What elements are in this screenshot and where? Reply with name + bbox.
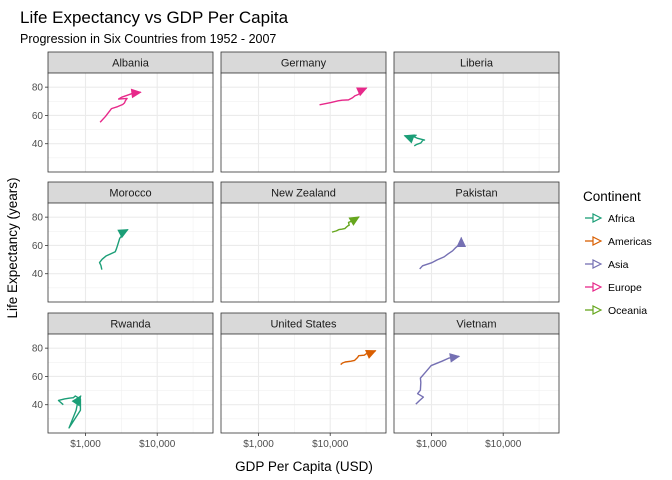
panel-border	[393, 202, 560, 303]
y-tick-label: 60	[32, 241, 44, 252]
panel-pakistan: Pakistan	[393, 181, 560, 303]
y-tick-label: 60	[32, 372, 44, 383]
y-tick-label: 80	[32, 213, 44, 224]
panel-background	[221, 334, 386, 433]
panel-border	[220, 333, 387, 434]
x-axis: $1,000 $10,000 $1,000 $10,000 $1,000 $10,000	[70, 433, 522, 450]
x-tick-label: $10,000	[312, 439, 349, 450]
series-arrowhead	[356, 87, 368, 97]
facet-strip-label: Liberia	[460, 58, 494, 70]
legend-item-africa: Africa	[585, 213, 635, 225]
panel-background	[394, 73, 559, 172]
y-axis: 40 60 80 40 60 80 40 60 80	[32, 83, 48, 411]
x-tick-label: $1,000	[416, 439, 447, 450]
legend-key-arrow	[592, 259, 603, 269]
series-line	[415, 355, 460, 405]
y-tick-label: 40	[32, 269, 44, 280]
facet-strip-label: Germany	[281, 58, 327, 70]
facet-strip-label: Rwanda	[110, 319, 151, 331]
panel-rwanda: Rwanda	[47, 312, 214, 434]
facet-strip-label: New Zealand	[271, 188, 336, 200]
x-tick-label: $1,000	[243, 439, 274, 450]
series-line	[99, 91, 141, 123]
panel-background	[48, 73, 213, 172]
panel-border	[47, 202, 214, 303]
x-tick-label: $1,000	[70, 439, 101, 450]
legend-key-arrow	[592, 213, 603, 223]
panel-background	[48, 334, 213, 433]
facet-strip-label: Vietnam	[456, 319, 496, 331]
panel-germany: Germany	[220, 51, 387, 173]
series-arrowhead	[403, 134, 415, 144]
legend-label: Africa	[608, 213, 635, 225]
chart-title: Life Expectancy vs GDP Per Capita	[20, 8, 289, 27]
legend-item-americas: Americas	[585, 236, 652, 248]
legend: Continent Africa Americas Asia Europe Oceani…	[583, 189, 652, 317]
panel-border	[47, 72, 214, 173]
panel-vietnam: Vietnam	[393, 312, 560, 434]
legend-label: Europe	[608, 282, 642, 294]
legend-title: Continent	[583, 189, 641, 204]
facet-strip-label: Albania	[112, 58, 150, 70]
panel-border	[220, 202, 387, 303]
panel-background	[394, 334, 559, 433]
panel-border	[220, 72, 387, 173]
chart-subtitle: Progression in Six Countries from 1952 -…	[20, 32, 276, 46]
y-tick-label: 80	[32, 344, 44, 355]
panel-albania: Albania	[47, 51, 214, 173]
panel-background	[48, 203, 213, 302]
x-tick-label: $10,000	[485, 439, 522, 450]
panel-border	[393, 333, 560, 434]
legend-label: Americas	[608, 236, 652, 248]
panel-border	[47, 333, 214, 434]
y-tick-label: 80	[32, 83, 44, 94]
legend-key-arrow	[592, 305, 603, 315]
legend-key-arrow	[592, 282, 603, 292]
y-tick-label: 40	[32, 139, 44, 150]
x-axis-title: GDP Per Capita (USD)	[235, 459, 373, 474]
y-axis-title: Life Expectancy (years)	[5, 177, 20, 318]
legend-key-arrow	[592, 236, 603, 246]
series-arrowhead	[71, 395, 82, 407]
legend-label: Oceania	[608, 305, 647, 317]
x-tick-label: $10,000	[139, 439, 176, 450]
legend-item-oceania: Oceania	[585, 305, 647, 317]
series-arrowhead	[456, 236, 467, 248]
panel-liberia: Liberia	[393, 51, 560, 173]
facet-strip-label: United States	[270, 319, 337, 331]
panel-background	[394, 203, 559, 302]
panel-morocco: Morocco	[47, 181, 214, 303]
facet-strip-label: Pakistan	[455, 188, 497, 200]
y-tick-label: 40	[32, 400, 44, 411]
legend-item-asia: Asia	[585, 259, 629, 271]
facet-panels: Albania Germany Liberia Morocco New Zealand P…	[47, 51, 560, 434]
panel-border	[393, 72, 560, 173]
panel-new-zealand: New Zealand	[220, 181, 387, 303]
series-arrowhead	[365, 350, 377, 359]
y-tick-label: 60	[32, 111, 44, 122]
facet-strip-label: Morocco	[109, 188, 151, 200]
series-arrowhead	[117, 229, 129, 239]
panel-united-states: United States	[220, 312, 387, 434]
series-arrowhead	[348, 216, 360, 226]
series-arrowhead	[449, 353, 461, 363]
panel-background	[221, 203, 386, 302]
series-arrowhead	[130, 88, 142, 99]
legend-label: Asia	[608, 259, 629, 271]
legend-item-europe: Europe	[585, 282, 642, 294]
